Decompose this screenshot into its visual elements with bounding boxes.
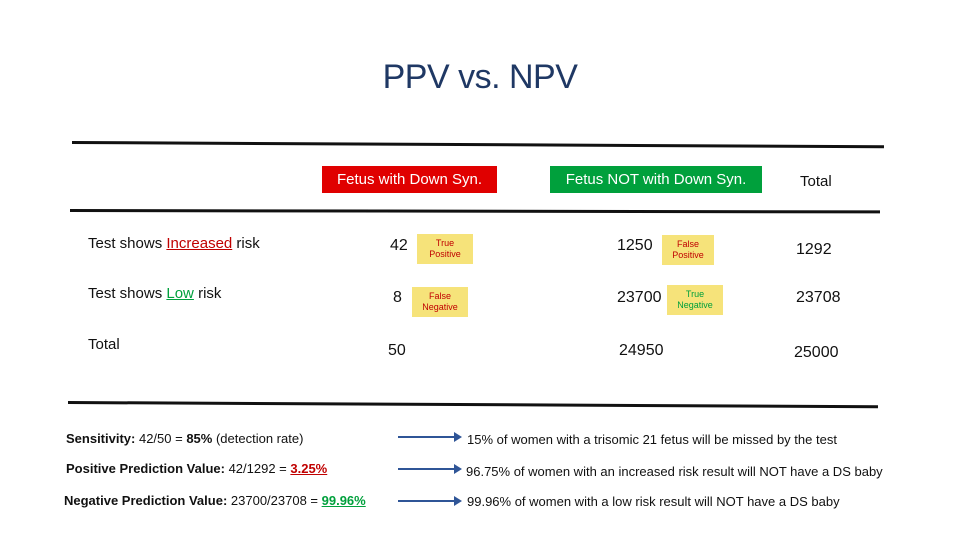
row-label-prefix: Test shows	[88, 285, 167, 302]
row-label-low: Test shows Low risk	[88, 285, 221, 302]
header-fetus-with-ds: Fetus with Down Syn.	[322, 166, 497, 193]
row-label-emphasis: Low	[166, 285, 194, 302]
conclusion-npv: 99.96% of women with a low risk result w…	[467, 494, 840, 509]
stat-sensitivity: Sensitivity: 42/50 = 85% (detection rate…	[66, 431, 303, 446]
stat-result: 99.96%	[321, 493, 366, 508]
page-title: PPV vs. NPV	[382, 58, 578, 96]
stat-ppv: Positive Prediction Value: 42/1292 = 3.2…	[66, 461, 327, 476]
value-total-increased: 1292	[796, 241, 832, 258]
tag-true-positive: True Positive	[417, 234, 473, 264]
arrow-right-icon	[398, 464, 464, 474]
conclusion-sensitivity: 15% of women with a trisomic 21 fetus wi…	[467, 432, 837, 447]
tag-false-negative: False Negative	[412, 287, 468, 317]
row-label-suffix: risk	[232, 235, 260, 252]
stat-label: Positive Prediction Value:	[66, 461, 225, 476]
stat-result: 85%	[186, 431, 213, 446]
value-total-not-ds: 24950	[619, 342, 664, 359]
header-bottom-rule	[69, 209, 881, 214]
row-label-emphasis: Increased	[166, 235, 233, 252]
conclusion-ppv: 96.75% of women with an increased risk r…	[466, 464, 883, 479]
stat-label: Sensitivity:	[66, 431, 136, 446]
stat-formula: 23700/23708 =	[227, 493, 322, 508]
row-label-increased: Test shows Increased risk	[88, 235, 260, 252]
value-false-negative: 8	[393, 289, 402, 306]
tag-true-negative: True Negative	[667, 285, 723, 315]
value-total-ds: 50	[388, 342, 406, 359]
stat-npv: Negative Prediction Value: 23700/23708 =…	[64, 493, 366, 508]
value-true-negative: 23700	[617, 289, 662, 306]
value-true-positive: 42	[390, 237, 408, 254]
row-label-prefix: Test shows	[88, 235, 167, 252]
stat-label: Negative Prediction Value:	[64, 493, 228, 508]
value-grand-total: 25000	[794, 344, 839, 361]
value-false-positive: 1250	[617, 237, 653, 254]
row-label-total: Total	[88, 336, 120, 353]
value-total-low: 23708	[796, 289, 841, 306]
header-total: Total	[800, 173, 832, 190]
row-label-suffix: risk	[193, 285, 222, 302]
stat-formula: 42/50 =	[135, 431, 187, 446]
tag-false-positive: False Positive	[662, 235, 714, 265]
header-fetus-not-ds: Fetus NOT with Down Syn.	[550, 166, 762, 193]
arrow-right-icon	[398, 496, 464, 506]
stat-suffix: (detection rate)	[212, 431, 304, 446]
table-top-rule	[71, 141, 884, 149]
stat-result: 3.25%	[290, 461, 328, 476]
arrow-right-icon	[398, 432, 464, 442]
table-bottom-rule	[67, 401, 878, 409]
stat-formula: 42/1292 =	[224, 461, 291, 476]
